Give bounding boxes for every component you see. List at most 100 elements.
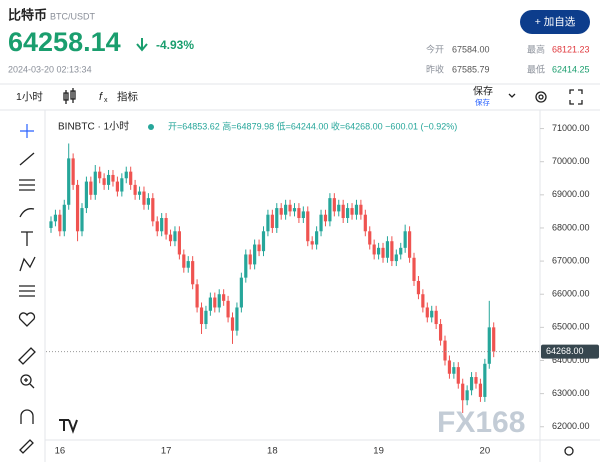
watch-button[interactable] bbox=[520, 10, 590, 34]
zoom-tool[interactable] bbox=[20, 374, 32, 386]
save-sub[interactable]: 保存 bbox=[475, 97, 490, 107]
candle-body bbox=[155, 221, 159, 232]
candle-body bbox=[168, 234, 173, 242]
settings-icon[interactable] bbox=[564, 446, 574, 456]
candle-body bbox=[394, 254, 398, 262]
last-price-tag bbox=[541, 344, 599, 359]
fx-icon[interactable]: x bbox=[104, 97, 108, 104]
candle-body bbox=[199, 307, 204, 325]
header: 比特币 BTC/USDT 64258.14 -4.93% 2024-03-20 … bbox=[8, 7, 590, 74]
down-arrow bbox=[136, 38, 148, 52]
candle-body bbox=[142, 191, 146, 205]
candle-body bbox=[266, 214, 270, 232]
candle-body bbox=[469, 377, 474, 391]
candle-icon[interactable] bbox=[63, 88, 76, 104]
forecast-tool[interactable] bbox=[19, 285, 35, 297]
candle-body bbox=[80, 208, 84, 232]
candle-body bbox=[332, 198, 336, 212]
ohlc-legend: 开=64853.62 高=64879.98 低=64244.00 收=64268… bbox=[168, 120, 457, 131]
indicators[interactable]: 指标 bbox=[117, 90, 138, 103]
pair: BTC/USDT bbox=[50, 11, 96, 21]
candle-body bbox=[195, 284, 199, 308]
last-price-label: 64268.00 bbox=[546, 346, 584, 356]
candle-body bbox=[230, 317, 235, 331]
change: -4.93% bbox=[156, 38, 194, 52]
brush-tool[interactable] bbox=[19, 208, 35, 218]
candle-body bbox=[301, 211, 305, 219]
watermark: FX168 bbox=[437, 406, 525, 439]
settings-icon[interactable] bbox=[535, 91, 547, 103]
favorite-tool[interactable] bbox=[18, 312, 36, 327]
candle-body bbox=[217, 294, 221, 308]
candle-body bbox=[137, 191, 142, 195]
pattern-tool[interactable] bbox=[19, 256, 36, 272]
candle-body bbox=[186, 261, 190, 268]
candle-body bbox=[253, 244, 257, 265]
candle-body bbox=[115, 181, 120, 192]
candle-body bbox=[213, 297, 217, 308]
candle-body bbox=[399, 247, 403, 255]
candle-body bbox=[323, 214, 328, 222]
status-dot bbox=[148, 124, 154, 130]
fullscreen-icon[interactable] bbox=[569, 89, 583, 105]
candle-body bbox=[248, 254, 252, 265]
candle-body bbox=[164, 218, 168, 235]
chart: BINBTC · 1小时 开=64853.62 高=64879.98 低=642… bbox=[49, 120, 496, 414]
candle-body bbox=[120, 178, 124, 192]
timestamp: 2024-03-20 02:13:34 bbox=[8, 64, 92, 74]
candle-body bbox=[434, 310, 438, 325]
candle-body bbox=[151, 198, 155, 222]
y-tick-label: 66000.00 bbox=[552, 289, 590, 299]
stat-label: 最高 bbox=[527, 43, 545, 54]
candle-body bbox=[474, 377, 478, 384]
chevron[interactable] bbox=[508, 93, 516, 98]
candle-body bbox=[191, 261, 195, 285]
watch-button-label[interactable]: + 加自选 bbox=[535, 15, 576, 28]
interval[interactable]: 1小时 bbox=[16, 91, 43, 103]
candle-body bbox=[173, 231, 177, 242]
tv-logo bbox=[59, 419, 78, 434]
y-tick-label: 71000.00 bbox=[552, 123, 590, 133]
candle-body bbox=[261, 231, 266, 252]
candle-body bbox=[235, 307, 239, 331]
y-tick-label: 67000.00 bbox=[552, 255, 590, 265]
stat-label: 昨收 bbox=[426, 63, 444, 74]
crosshair-tool[interactable] bbox=[20, 124, 34, 138]
candle-body bbox=[346, 208, 350, 219]
candle-body bbox=[363, 214, 367, 232]
candle-body bbox=[328, 198, 332, 222]
y-tick-label: 64000.00 bbox=[552, 355, 590, 365]
candle-body bbox=[89, 181, 93, 195]
candle-body bbox=[284, 204, 288, 215]
candle-body bbox=[421, 294, 425, 308]
candle-body bbox=[279, 208, 283, 215]
candle-body bbox=[478, 383, 483, 397]
price: 64258.14 bbox=[8, 27, 121, 57]
magnet-tool[interactable] bbox=[20, 409, 34, 424]
candle-body bbox=[129, 171, 133, 185]
candle-body bbox=[244, 254, 248, 278]
line-tool[interactable] bbox=[19, 152, 35, 166]
text-tool[interactable] bbox=[21, 231, 33, 246]
candle-body bbox=[62, 204, 66, 232]
title: 比特币 bbox=[8, 7, 47, 22]
candle-body bbox=[111, 174, 115, 182]
candle-body bbox=[239, 277, 243, 308]
candle-body bbox=[84, 181, 89, 209]
candle-body bbox=[443, 340, 447, 361]
ruler-tool[interactable] bbox=[18, 347, 36, 365]
fib-tool[interactable] bbox=[19, 179, 35, 191]
fx-icon[interactable]: f bbox=[99, 91, 103, 103]
x-tick-label: 18 bbox=[267, 446, 278, 457]
candle-body bbox=[75, 184, 80, 232]
symbol: BINBTC · 1小时 bbox=[58, 121, 129, 133]
save[interactable]: 保存 bbox=[473, 85, 493, 98]
zoom-tool[interactable] bbox=[24, 378, 35, 389]
x-tick-label: 19 bbox=[373, 446, 384, 457]
lock-tool[interactable] bbox=[19, 439, 34, 454]
candle-body bbox=[483, 363, 487, 397]
candle-body bbox=[376, 247, 381, 255]
settings-icon[interactable] bbox=[538, 94, 544, 100]
candle-body bbox=[461, 383, 465, 401]
